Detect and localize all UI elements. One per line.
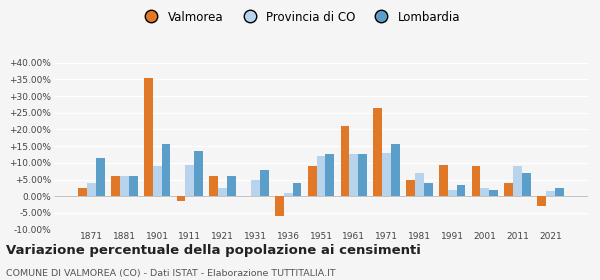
Bar: [144, 78, 152, 196]
Bar: [325, 155, 334, 196]
Bar: [424, 183, 433, 196]
Bar: [275, 196, 284, 216]
Bar: [513, 166, 522, 196]
Bar: [218, 188, 227, 196]
Bar: [129, 176, 137, 196]
Bar: [522, 173, 531, 196]
Bar: [260, 169, 269, 196]
Bar: [358, 155, 367, 196]
Bar: [242, 195, 251, 196]
Bar: [537, 196, 546, 206]
Bar: [194, 151, 203, 196]
Bar: [555, 188, 564, 196]
Bar: [152, 166, 161, 196]
Bar: [391, 144, 400, 196]
Text: COMUNE DI VALMOREA (CO) - Dati ISTAT - Elaborazione TUTTITALIA.IT: COMUNE DI VALMOREA (CO) - Dati ISTAT - E…: [6, 269, 335, 278]
Bar: [176, 196, 185, 201]
Bar: [406, 179, 415, 196]
Bar: [96, 158, 105, 196]
Bar: [349, 155, 358, 196]
Bar: [209, 176, 218, 196]
Bar: [284, 193, 293, 196]
Bar: [317, 156, 325, 196]
Bar: [87, 183, 96, 196]
Bar: [161, 144, 170, 196]
Bar: [439, 164, 448, 196]
Bar: [373, 108, 382, 196]
Bar: [490, 190, 498, 196]
Bar: [505, 183, 513, 196]
Bar: [308, 166, 317, 196]
Bar: [546, 191, 555, 196]
Bar: [382, 153, 391, 196]
Legend: Valmorea, Provincia di CO, Lombardia: Valmorea, Provincia di CO, Lombardia: [135, 6, 465, 28]
Text: Variazione percentuale della popolazione ai censimenti: Variazione percentuale della popolazione…: [6, 244, 421, 256]
Bar: [341, 126, 349, 196]
Bar: [111, 176, 120, 196]
Bar: [185, 164, 194, 196]
Bar: [457, 185, 466, 196]
Bar: [120, 176, 129, 196]
Bar: [227, 176, 236, 196]
Bar: [415, 173, 424, 196]
Bar: [448, 190, 457, 196]
Bar: [481, 188, 490, 196]
Bar: [251, 179, 260, 196]
Bar: [293, 183, 301, 196]
Bar: [78, 188, 87, 196]
Bar: [472, 166, 481, 196]
